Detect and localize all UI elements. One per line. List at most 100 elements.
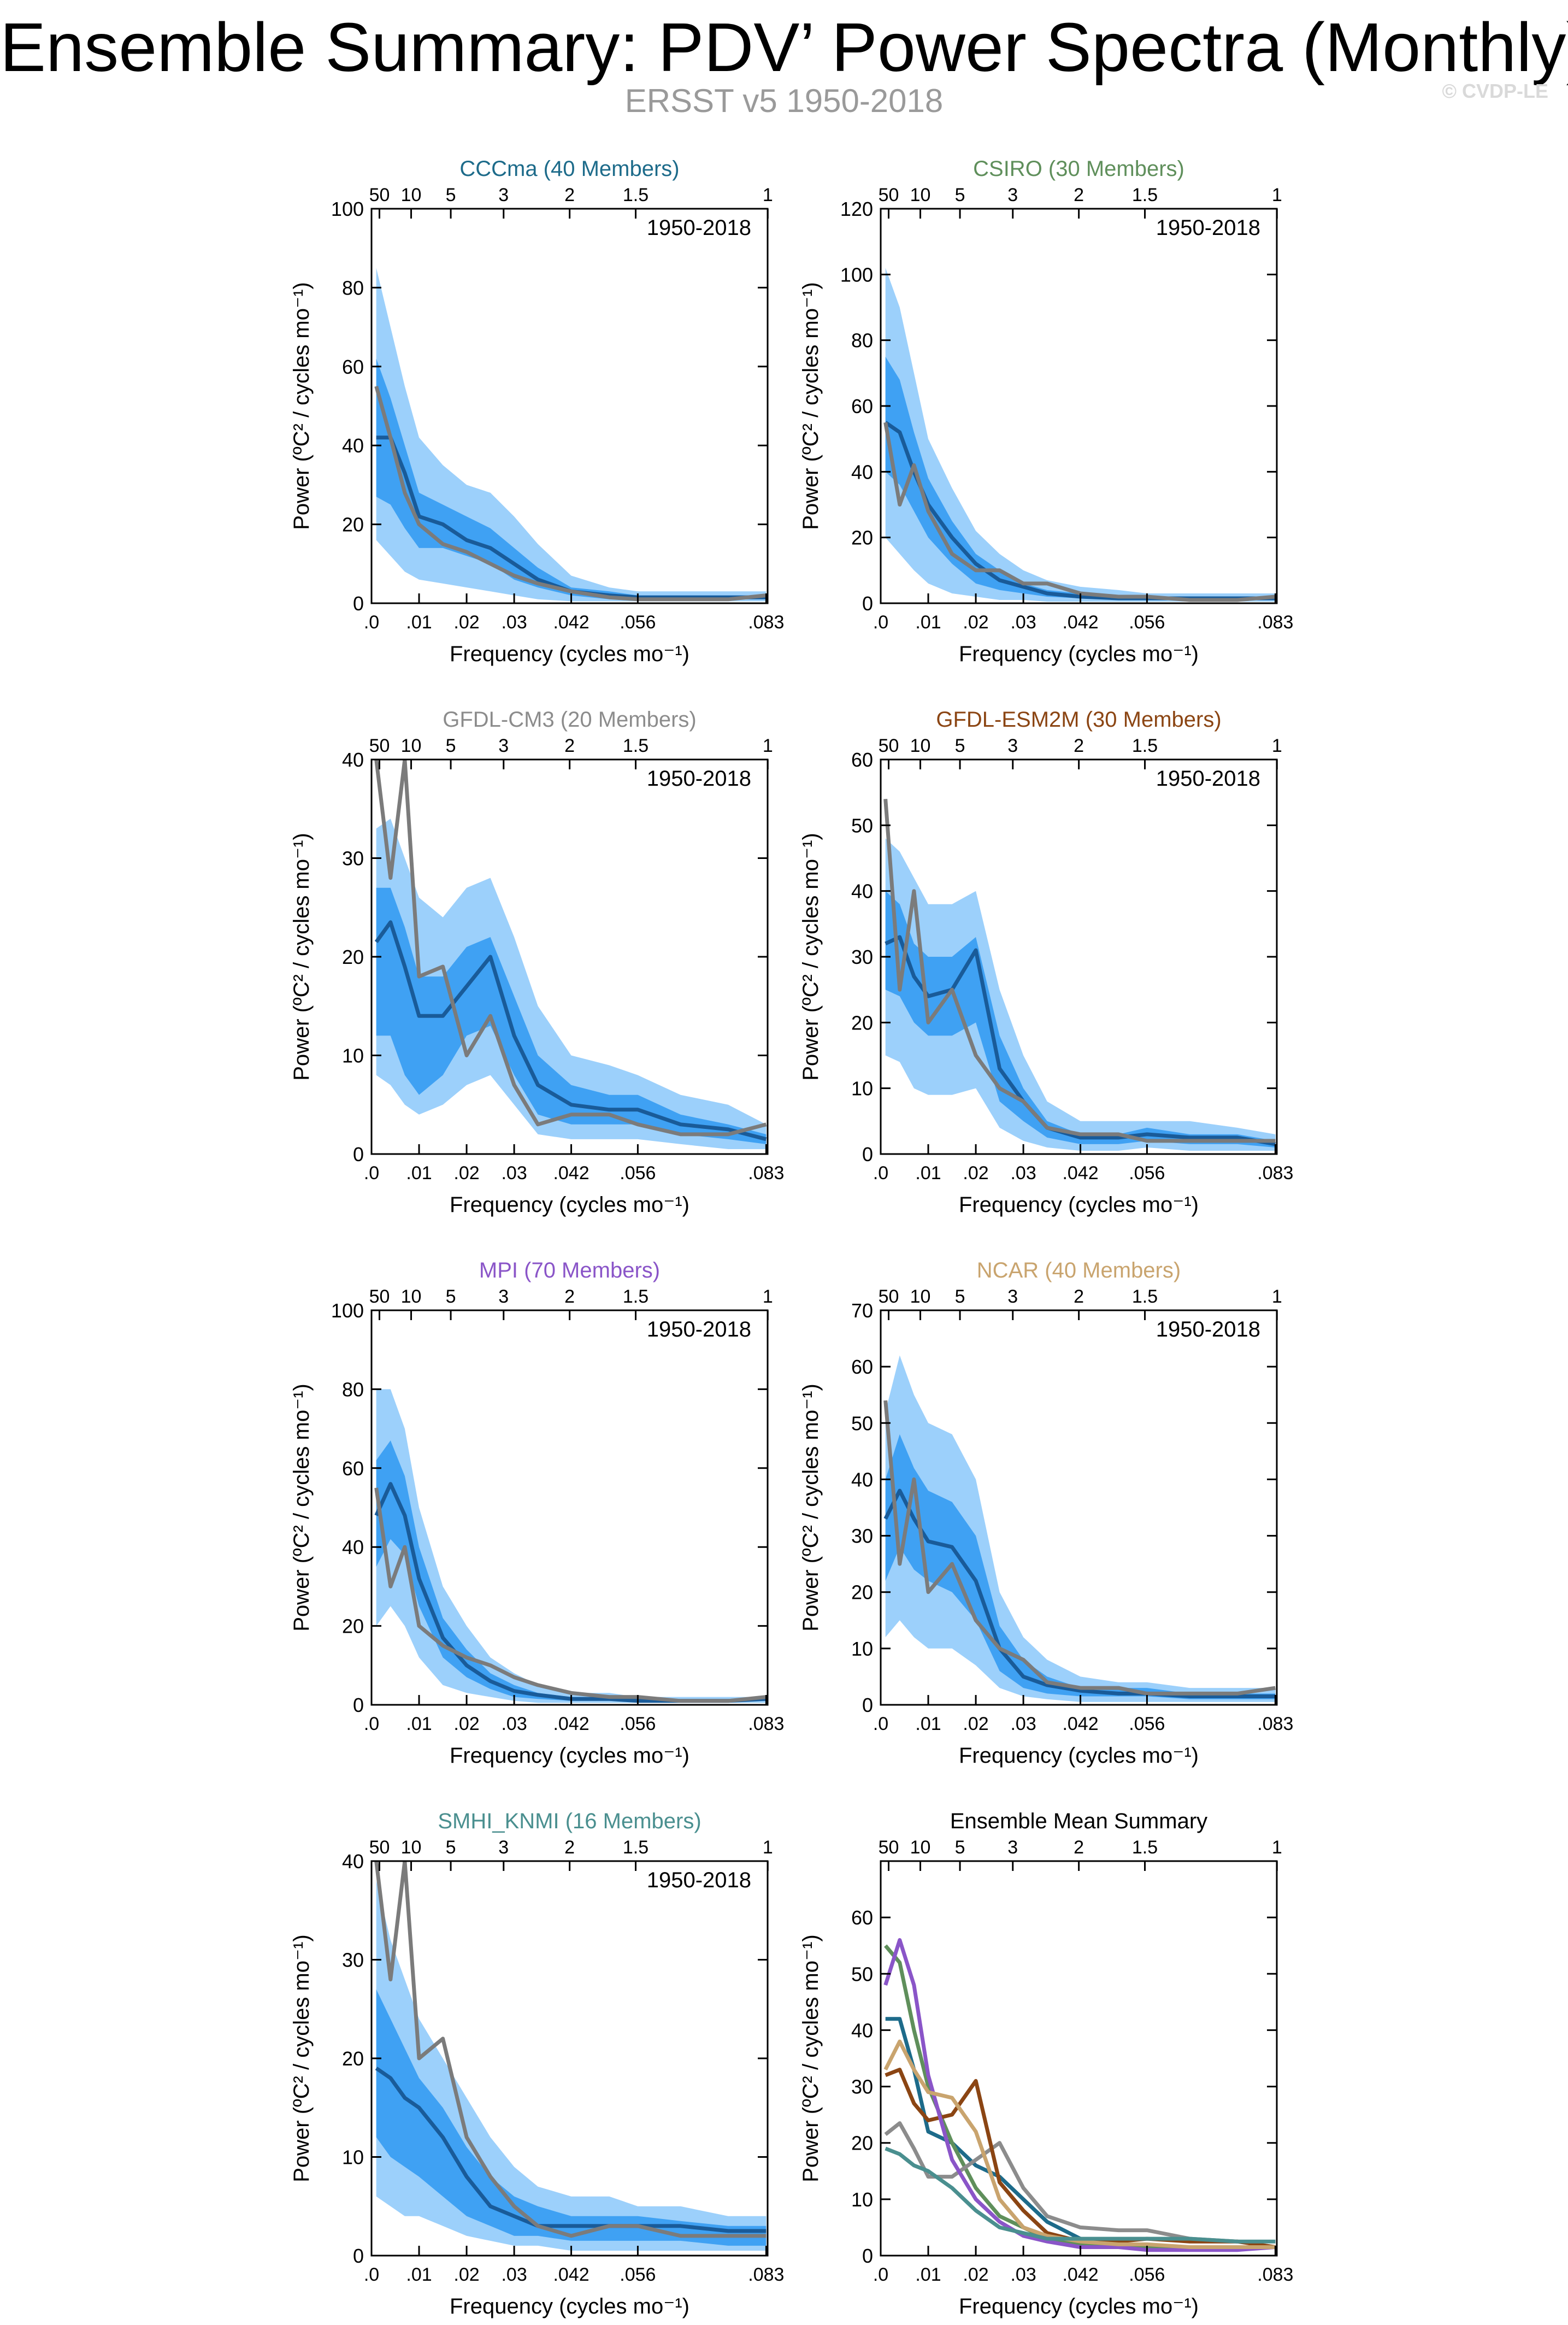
x-tick-label: .02 (453, 1714, 479, 1734)
top-tick-label: 1.5 (1132, 1837, 1158, 1858)
y-tick-label: 30 (851, 2076, 873, 2098)
y-tick-label: 40 (342, 1536, 364, 1558)
x-tick-label: .03 (1010, 1714, 1036, 1734)
top-tick-label: 50 (879, 185, 899, 205)
x-tick-label: .0 (873, 612, 888, 633)
x-tick-label: .02 (453, 2264, 479, 2285)
x-tick-label: .083 (1257, 1714, 1293, 1734)
top-tick-label: 3 (498, 735, 509, 756)
panel-title: GFDL-ESM2M (30 Members) (936, 708, 1221, 732)
mean-line-smhi-knmi (885, 2146, 1276, 2244)
y-tick-label: 10 (851, 1078, 873, 1100)
x-tick-label: .01 (915, 2264, 941, 2285)
y-tick-label: 60 (851, 1356, 873, 1378)
top-tick-label: 1 (763, 735, 773, 756)
x-tick-label: .03 (1010, 2264, 1036, 2285)
top-tick-label: 10 (910, 185, 931, 205)
x-tick-label: .056 (620, 1714, 656, 1734)
y-tick-label: 120 (840, 198, 873, 220)
top-tick-label: 50 (879, 1837, 899, 1858)
y-tick-label: 100 (331, 198, 364, 220)
x-axis-label: Frequency (cycles mo⁻¹) (450, 2294, 689, 2318)
panel-title: CSIRO (30 Members) (973, 157, 1184, 181)
x-tick-label: .083 (1257, 1163, 1293, 1184)
observations-line (883, 798, 1276, 1143)
y-tick-label: 0 (353, 592, 364, 615)
y-tick-label: 20 (851, 1581, 873, 1604)
ensemble-iqr-band (376, 887, 767, 1144)
y-tick-label: 0 (353, 1694, 364, 1716)
x-tick-label: .01 (915, 1714, 941, 1734)
x-tick-label: .03 (501, 1714, 527, 1734)
top-tick-label: 5 (446, 735, 456, 756)
panel-title: SMHI_KNMI (16 Members) (438, 1809, 701, 1833)
y-axis-label: Power (ºC² / cycles mo⁻¹) (290, 1384, 314, 1632)
ensemble-range-band (885, 838, 1276, 1151)
observations-line (883, 422, 1276, 602)
panel-mpi: 0 20 40 60 80 100 .0 .01 .02 .03 .042 .056 .083 50 10 5… (290, 1258, 784, 1768)
x-tick-label: .042 (1062, 2264, 1098, 2285)
x-tick-label: .083 (748, 1163, 784, 1184)
y-axis-label: Power (ºC² / cycles mo⁻¹) (290, 1934, 314, 2182)
y-tick-label: 0 (862, 2245, 873, 2267)
x-tick-label: .042 (553, 1714, 589, 1734)
top-tick-label: 1.5 (1132, 735, 1158, 756)
x-tick-label: .0 (364, 1714, 379, 1734)
y-tick-label: 50 (851, 814, 873, 837)
x-tick-label: .042 (553, 612, 589, 633)
ensemble-range-band (376, 819, 767, 1149)
x-tick-label: .042 (1062, 1714, 1098, 1734)
x-tick-label: .02 (453, 1163, 479, 1184)
y-tick-label: 60 (342, 356, 364, 378)
x-axis-label: Frequency (cycles mo⁻¹) (959, 1193, 1199, 1217)
panel-title: MPI (70 Members) (479, 1258, 660, 1282)
y-tick-label: 30 (851, 1525, 873, 1547)
top-tick-label: 2 (1074, 1837, 1084, 1858)
top-tick-label: 1 (763, 1837, 773, 1858)
x-tick-label: .042 (553, 2264, 589, 2285)
top-tick-label: 2 (564, 735, 575, 756)
x-tick-label: .03 (1010, 1163, 1036, 1184)
top-tick-label: 50 (369, 1286, 390, 1307)
observations-line (374, 1487, 767, 1703)
top-tick-label: 2 (1074, 1286, 1084, 1307)
y-tick-label: 100 (840, 263, 873, 286)
x-tick-label: .01 (406, 612, 432, 633)
top-tick-label: 1.5 (1132, 1286, 1158, 1307)
y-tick-label: 20 (342, 2047, 364, 2070)
mean-line-gfdl-cm3 (884, 2121, 1276, 2249)
top-tick-label: 2 (564, 1286, 575, 1307)
panel-smhi-knmi: 0 10 20 30 40 .0 .01 .02 .03 .042 .056 .083 50 10 5 3 2 1… (290, 1809, 784, 2318)
x-tick-label: .056 (1129, 2264, 1165, 2285)
x-tick-label: .083 (748, 1714, 784, 1734)
x-tick-label: .0 (364, 612, 379, 633)
x-tick-label: .0 (873, 1163, 888, 1184)
plot-area (374, 760, 767, 1149)
top-tick-label: 1.5 (1132, 185, 1158, 205)
x-tick-label: .03 (1010, 612, 1036, 633)
period-label: 1950-2018 (1156, 767, 1260, 791)
x-tick-label: .083 (748, 2264, 784, 2285)
top-tick-label: 1 (1272, 735, 1282, 756)
top-tick-label: 10 (401, 1286, 422, 1307)
plot-area (374, 268, 767, 602)
y-tick-label: 60 (851, 1906, 873, 1929)
y-axis-label: Power (ºC² / cycles mo⁻¹) (799, 282, 823, 530)
observations-line (374, 1861, 767, 2238)
y-tick-label: 40 (851, 1468, 873, 1491)
y-tick-label: 0 (862, 1143, 873, 1166)
x-tick-label: .0 (873, 1714, 888, 1734)
x-tick-label: .01 (915, 612, 941, 633)
y-tick-label: 20 (851, 1011, 873, 1034)
panel-ensemble-mean-summary: 0 10 20 30 40 50 60 .0 .01 .02 .03 .042 .056 .083 50 10… (799, 1809, 1293, 2318)
x-tick-label: .01 (406, 2264, 432, 2285)
ensemble-range-band (376, 268, 767, 602)
top-tick-label: 10 (401, 185, 422, 205)
y-tick-label: 60 (851, 749, 873, 771)
y-tick-label: 30 (342, 847, 364, 870)
y-tick-label: 40 (851, 2019, 873, 2041)
top-tick-label: 5 (955, 1286, 965, 1307)
top-tick-label: 50 (369, 735, 390, 756)
y-tick-label: 10 (342, 1045, 364, 1067)
y-axis-label: Power (ºC² / cycles mo⁻¹) (290, 833, 314, 1081)
